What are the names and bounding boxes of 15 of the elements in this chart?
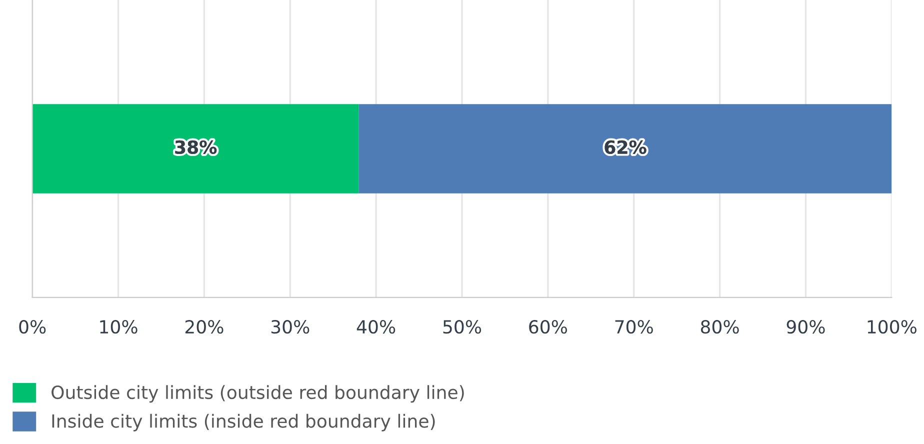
x-tick-label: 0% <box>19 320 46 334</box>
x-tick-label: 20% <box>185 320 224 334</box>
x-tick-label: 70% <box>615 320 653 334</box>
x-tick-label: 80% <box>700 320 739 334</box>
x-tick-label: 100% <box>868 320 916 334</box>
data-label: 38% <box>175 140 217 154</box>
x-tick-label: 30% <box>271 320 310 334</box>
x-tick-label: 50% <box>443 320 482 334</box>
legend-label: Outside city limits (outside red boundary line) <box>52 385 464 403</box>
x-tick-label: 90% <box>786 320 825 334</box>
x-tick-label: 60% <box>529 320 567 334</box>
x-tick-label: 10% <box>100 320 138 334</box>
data-label: 62% <box>604 140 646 154</box>
legend-label: Inside city limits (inside red boundary line) <box>52 414 435 432</box>
x-tick-label: 40% <box>356 320 396 334</box>
